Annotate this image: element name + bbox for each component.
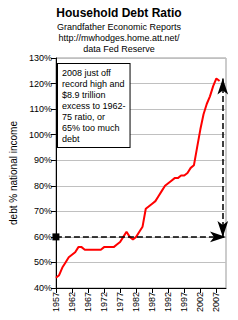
svg-text:http://mwhodges.home.att.net/: http://mwhodges.home.att.net/ [58,33,180,43]
svg-text:excess to 1962-: excess to 1962- [62,101,126,111]
svg-text:120%: 120% [29,79,52,89]
svg-text:1962: 1962 [67,292,77,312]
svg-text:130%: 130% [29,53,52,63]
svg-text:70%: 70% [34,206,52,216]
svg-text:2007: 2007 [211,292,221,312]
svg-text:2002: 2002 [195,292,205,312]
svg-text:1992: 1992 [163,292,173,312]
svg-text:100%: 100% [29,130,52,140]
svg-text:1967: 1967 [83,292,93,312]
svg-text:50%: 50% [34,257,52,267]
svg-text:80%: 80% [34,181,52,191]
svg-text:1972: 1972 [99,292,109,312]
svg-text:40%: 40% [34,283,52,293]
svg-text:1977: 1977 [115,292,125,312]
svg-text:110%: 110% [30,104,52,114]
svg-text:data Fed Reserve: data Fed Reserve [83,44,155,54]
svg-text:$8.9 trillion: $8.9 trillion [62,90,106,100]
svg-text:1982: 1982 [131,292,141,312]
svg-text:2008 just off: 2008 just off [62,68,111,78]
svg-text:1987: 1987 [147,292,157,312]
svg-text:record high and: record high and [62,79,125,89]
svg-text:60%: 60% [34,232,52,242]
svg-text:65% too much: 65% too much [62,123,120,133]
svg-text:debt: debt [62,134,80,144]
svg-text:75 ratio, or: 75 ratio, or [62,112,105,122]
svg-text:Household Debt Ratio: Household Debt Ratio [56,6,181,20]
svg-text:Grandfather Economic Reports: Grandfather Economic Reports [57,22,182,32]
svg-text:debt % national income: debt % national income [8,121,19,225]
svg-text:90%: 90% [34,155,52,165]
svg-text:1957: 1957 [51,292,61,312]
svg-text:1997: 1997 [179,292,189,312]
